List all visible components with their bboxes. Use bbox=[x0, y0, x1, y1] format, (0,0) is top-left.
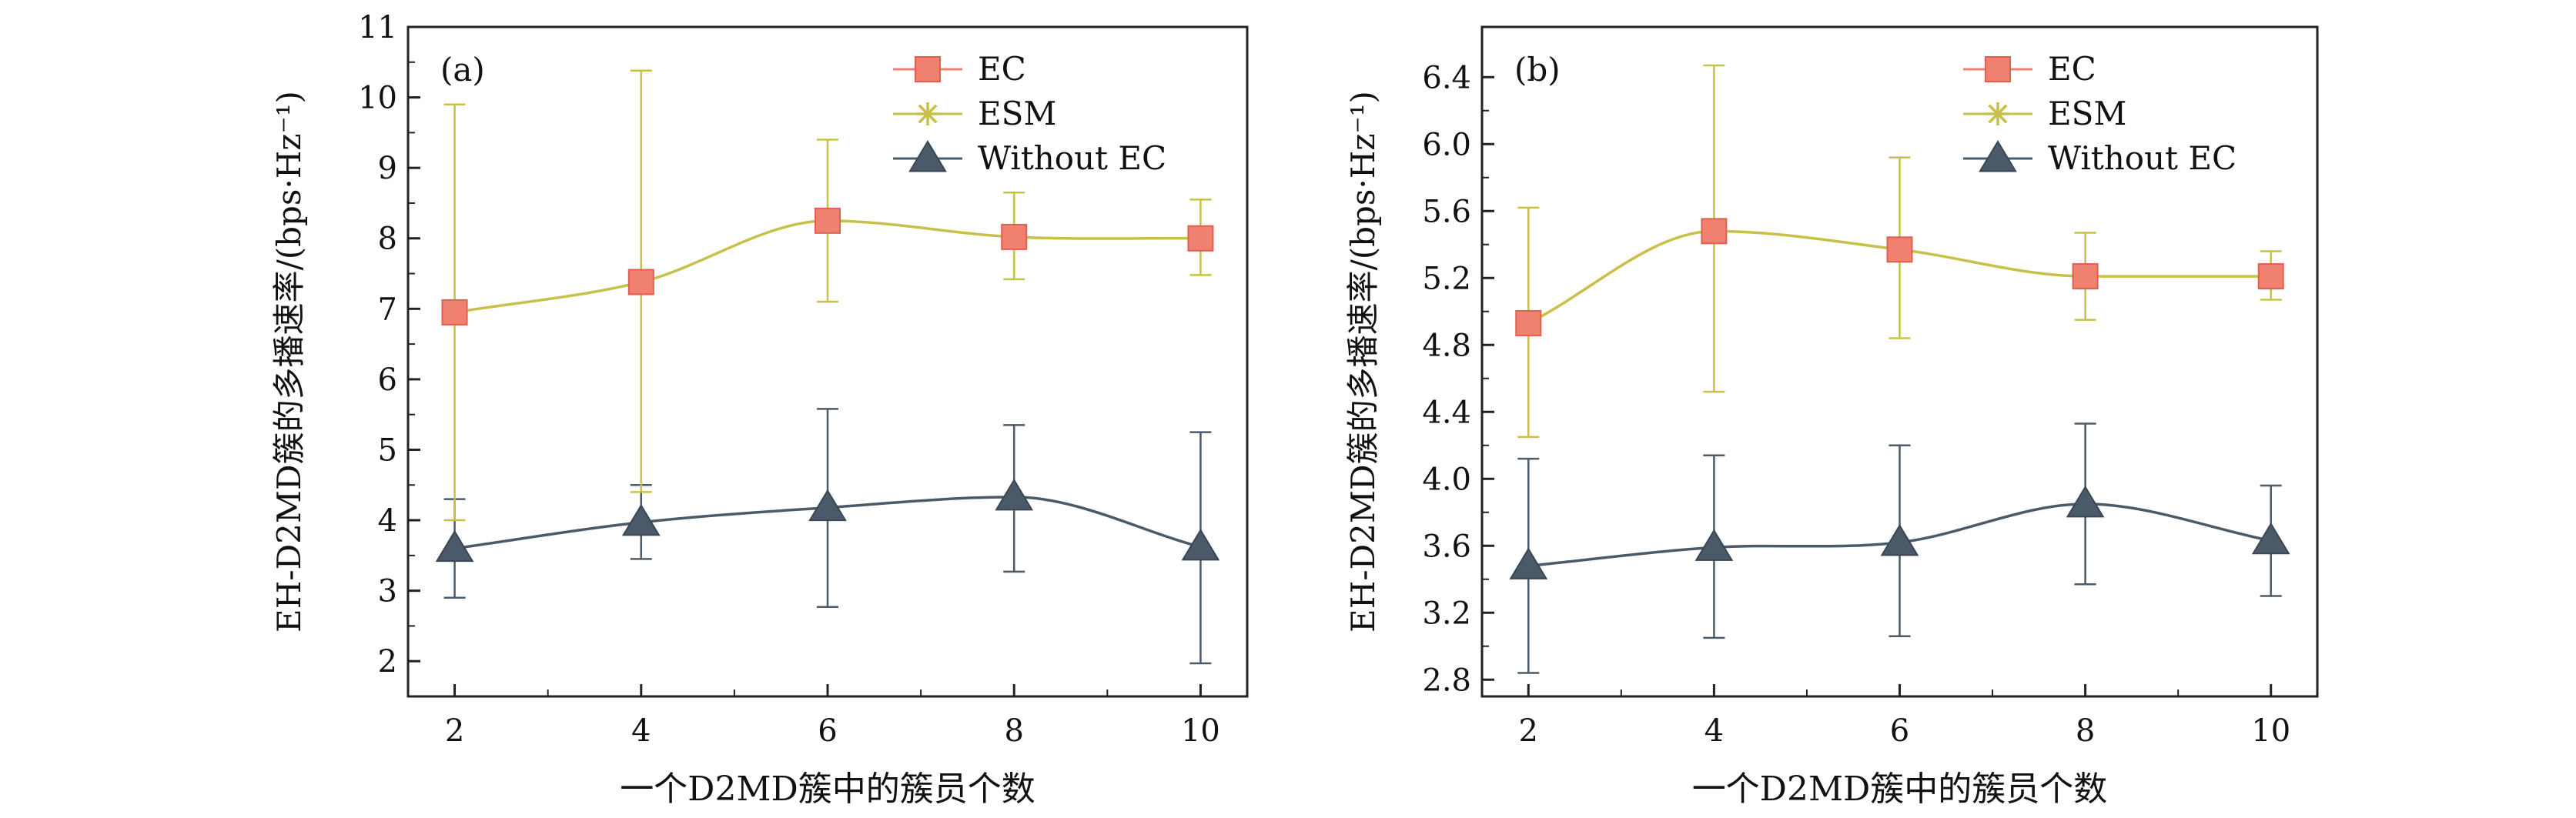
chart-panel-b: (b) 一个D2MD簇中的簇员个数 EH-D2MD簇的多播速率/(bps·Hz⁻… bbox=[1344, 25, 2319, 809]
data-point bbox=[621, 503, 661, 536]
data-point bbox=[2066, 485, 2105, 518]
x-tick-label: 6 bbox=[818, 713, 837, 749]
data-point bbox=[2072, 263, 2099, 290]
data-point bbox=[1181, 528, 1220, 561]
x-tick-label: 10 bbox=[1181, 713, 1220, 749]
y-tick-label: 4.4 bbox=[1422, 395, 1471, 430]
y-axis-label: EH-D2MD簇的多播速率/(bps·Hz⁻¹) bbox=[1344, 91, 1382, 633]
panel-label: (b) bbox=[1514, 51, 1561, 88]
data-point bbox=[1886, 236, 1913, 263]
data-point bbox=[627, 269, 654, 295]
y-tick-label: 5.2 bbox=[1422, 261, 1471, 296]
y-tick-label: 5.6 bbox=[1422, 194, 1471, 229]
x-tick-label: 2 bbox=[445, 713, 464, 749]
y-tick-label: 3.2 bbox=[1422, 596, 1471, 631]
y-tick-label: 11 bbox=[358, 10, 397, 45]
series-without-ec bbox=[435, 408, 1220, 665]
y-axis-label: EH-D2MD簇的多播速率/(bps·Hz⁻¹) bbox=[270, 91, 308, 633]
y-tick-label: 3.6 bbox=[1422, 529, 1471, 564]
data-point bbox=[1701, 218, 1728, 245]
legend-marker bbox=[916, 102, 939, 125]
legend-label: Without EC bbox=[978, 139, 1166, 177]
legend-label: Without EC bbox=[2048, 139, 2236, 177]
series-ec bbox=[1515, 218, 2284, 336]
y-tick-label: 4.8 bbox=[1422, 328, 1471, 363]
y-tick-label: 4.0 bbox=[1422, 462, 1471, 497]
x-tick-label: 4 bbox=[631, 713, 651, 749]
y-tick-label: 5 bbox=[378, 432, 397, 468]
y-tick-label: 6.0 bbox=[1422, 127, 1471, 162]
panel-label: (a) bbox=[440, 51, 485, 88]
series-without-ec bbox=[1509, 422, 2290, 674]
legend-entry: ESM bbox=[1963, 95, 2126, 132]
legend-entry: Without EC bbox=[893, 139, 1166, 177]
data-point bbox=[2251, 522, 2290, 555]
data-point bbox=[808, 489, 847, 522]
y-tick-label: 6.4 bbox=[1422, 60, 1471, 95]
data-point bbox=[1001, 223, 1028, 250]
y-tick-label: 2 bbox=[378, 644, 397, 679]
x-tick-label: 4 bbox=[1705, 713, 1724, 749]
legend-label: ESM bbox=[2048, 95, 2126, 132]
data-point bbox=[995, 478, 1034, 511]
y-tick-label: 6 bbox=[378, 362, 397, 398]
y-tick-label: 7 bbox=[378, 292, 397, 327]
x-axis-label: 一个D2MD簇中的簇员个数 bbox=[1692, 770, 2108, 809]
x-tick-label: 6 bbox=[1890, 713, 1909, 749]
legend-entry: EC bbox=[1963, 50, 2096, 88]
x-axis-label: 一个D2MD簇中的簇员个数 bbox=[620, 770, 1035, 809]
x-tick-label: 2 bbox=[1519, 713, 1538, 749]
data-point bbox=[1880, 523, 1919, 556]
x-tick-label: 8 bbox=[2076, 713, 2095, 749]
data-point bbox=[1509, 547, 1548, 579]
data-point bbox=[1694, 529, 1734, 561]
y-tick-label: 9 bbox=[378, 151, 397, 186]
data-point bbox=[441, 299, 468, 326]
x-tick-label: 10 bbox=[2251, 713, 2290, 749]
legend-entry: EC bbox=[893, 50, 1026, 88]
legend-marker bbox=[1985, 56, 2011, 82]
chart-panel-a: (a) 一个D2MD簇中的簇员个数 EH-D2MD簇的多播速率/(bps·Hz⁻… bbox=[270, 10, 1249, 809]
legend-entry: ESM bbox=[893, 95, 1056, 132]
legend-label: EC bbox=[978, 50, 1026, 88]
legend-entry: Without EC bbox=[1963, 139, 2236, 177]
series-ec bbox=[441, 207, 1214, 326]
y-tick-label: 8 bbox=[378, 222, 397, 257]
legend-marker bbox=[908, 140, 947, 172]
y-tick-label: 3 bbox=[378, 574, 397, 609]
x-tick-label: 8 bbox=[1004, 713, 1023, 749]
legend-marker bbox=[915, 56, 941, 82]
legend-label: EC bbox=[2048, 50, 2096, 88]
legend-marker bbox=[1979, 140, 2017, 172]
data-point bbox=[815, 207, 841, 234]
data-point bbox=[1515, 309, 1542, 336]
legend-marker bbox=[1986, 102, 2009, 125]
legend-label: ESM bbox=[978, 95, 1056, 132]
y-tick-label: 4 bbox=[378, 503, 397, 539]
data-point bbox=[435, 529, 474, 563]
data-point bbox=[1187, 225, 1214, 252]
y-tick-label: 2.8 bbox=[1422, 663, 1471, 698]
y-tick-label: 10 bbox=[358, 81, 397, 116]
data-point bbox=[2257, 263, 2284, 290]
